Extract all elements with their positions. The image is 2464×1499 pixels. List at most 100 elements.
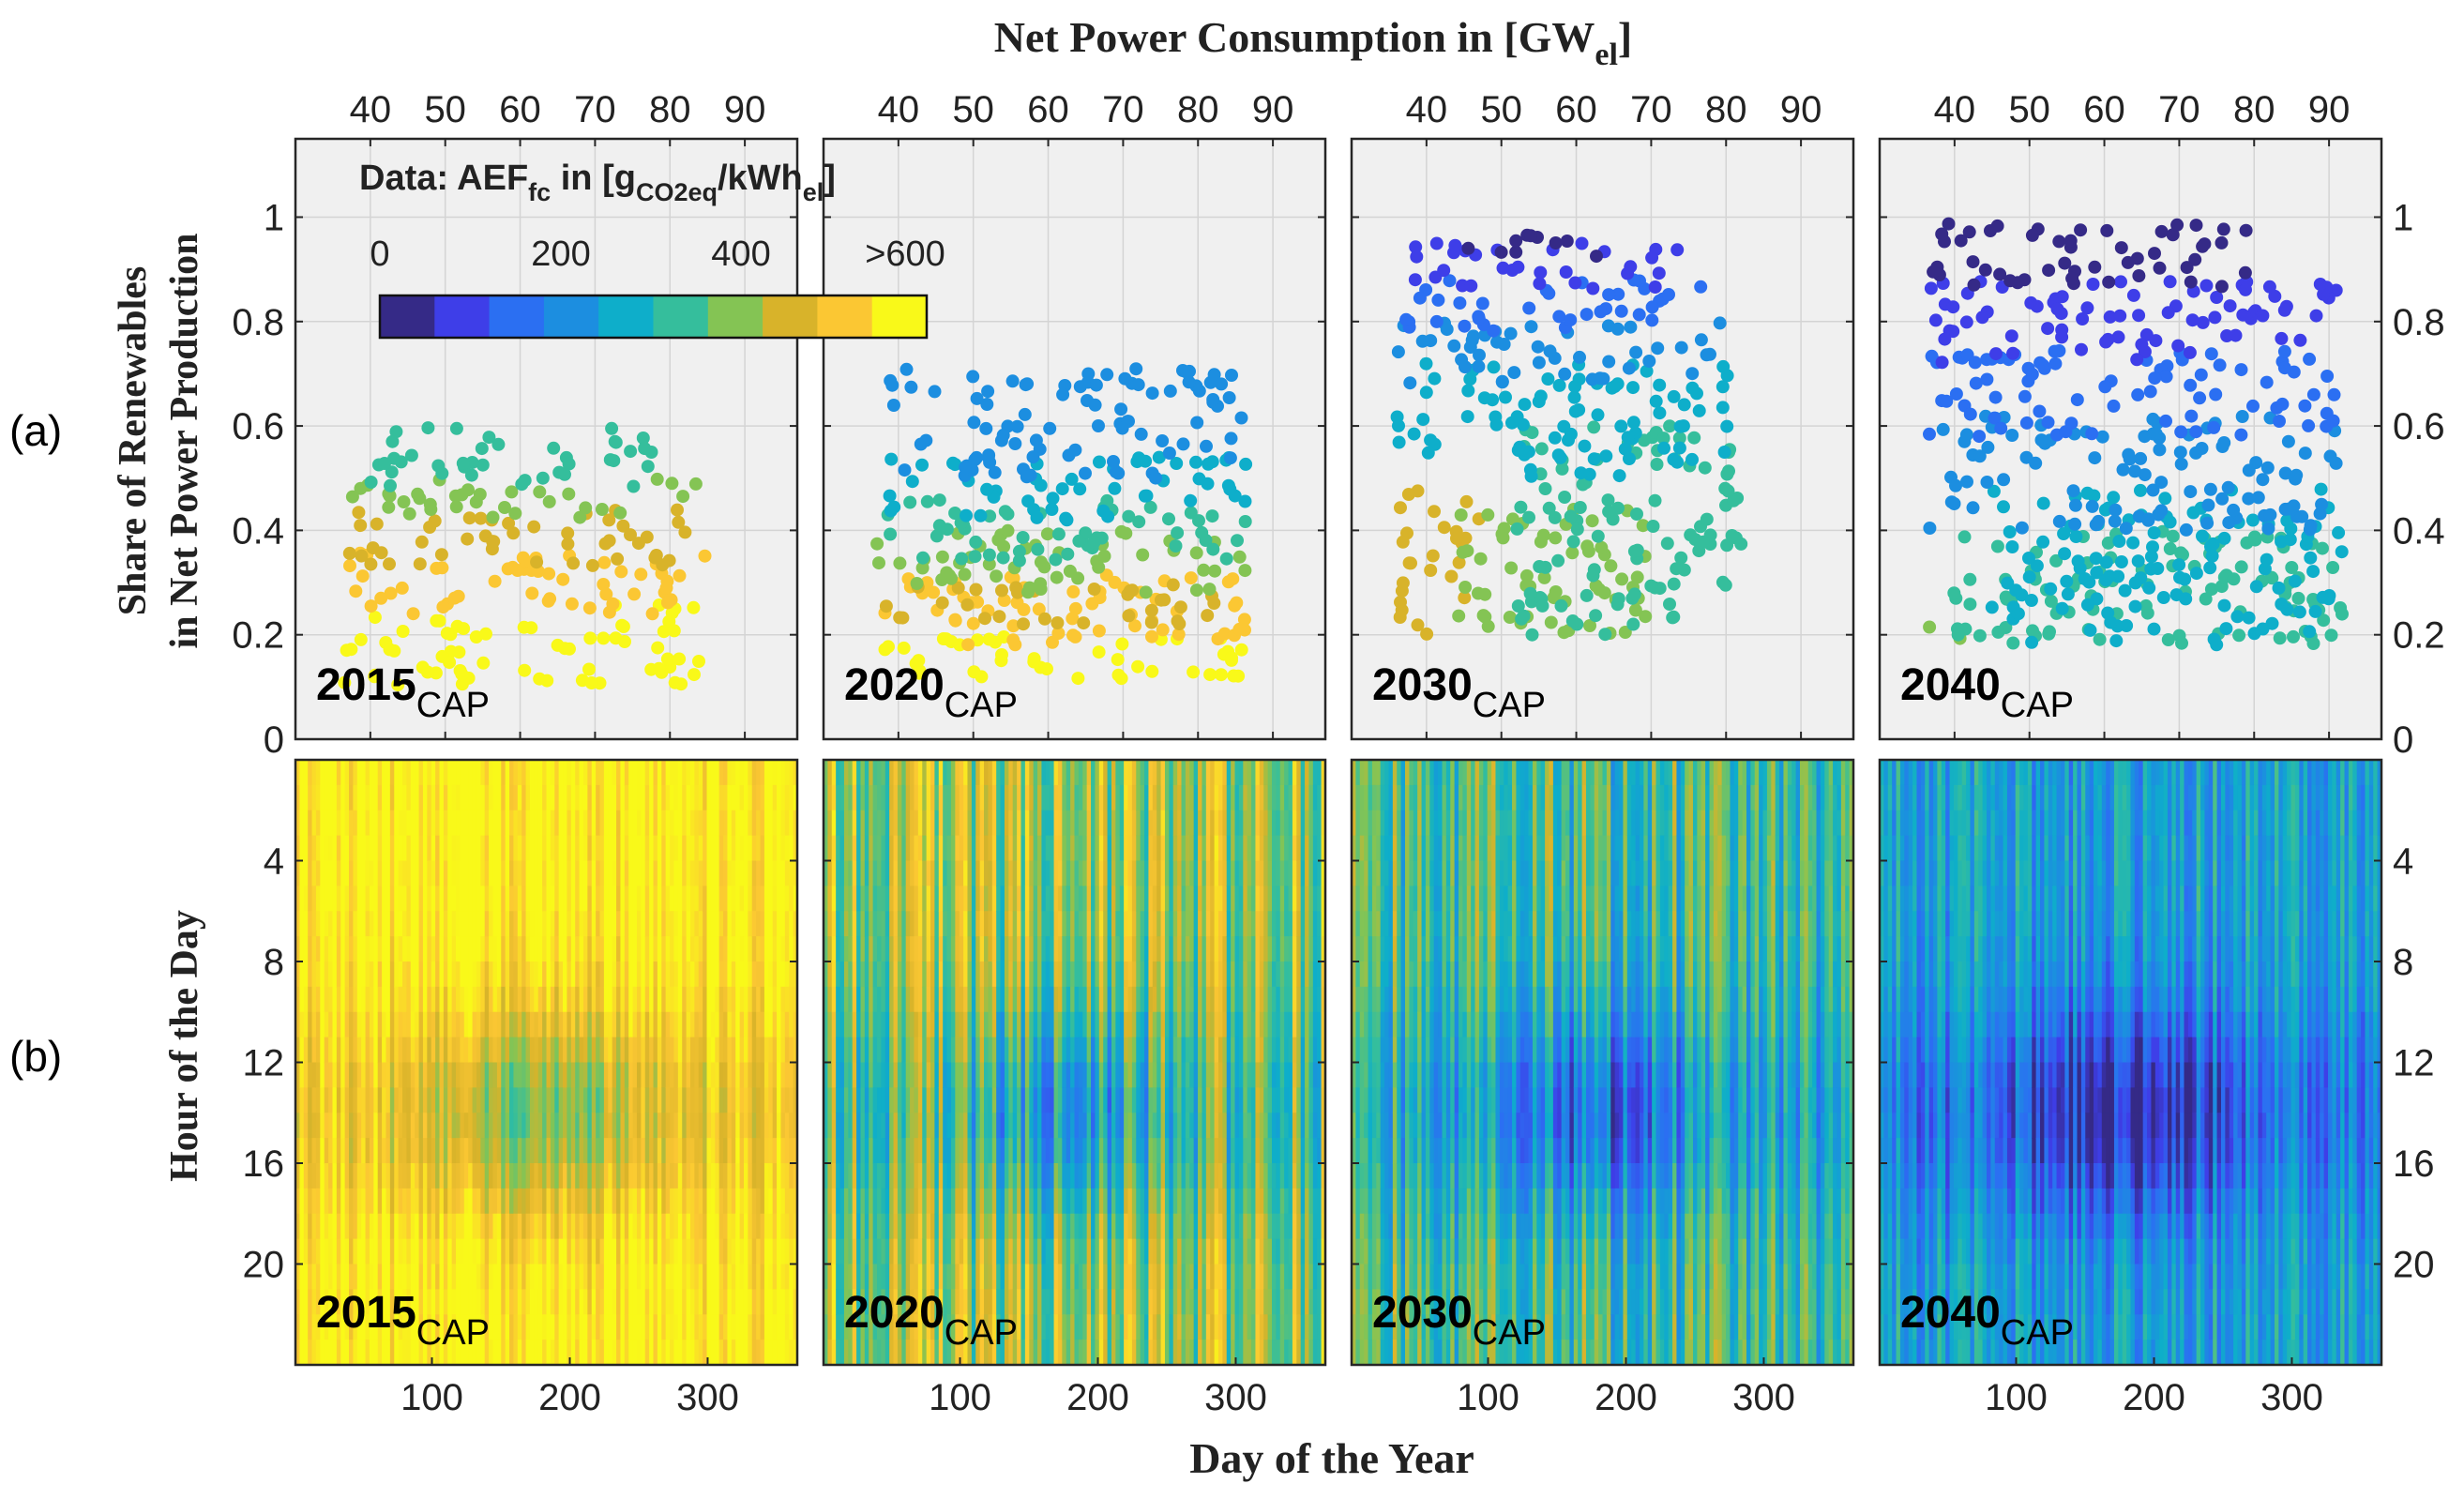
scatter-point <box>1524 320 1538 334</box>
heatmap-cell <box>706 1188 712 1215</box>
heatmap-cell <box>340 1163 346 1189</box>
scatter-point <box>479 627 492 641</box>
scatter-point <box>1390 410 1404 424</box>
heatmap-cell <box>311 860 317 886</box>
heatmap-cell <box>694 911 700 937</box>
scatter-point <box>1524 469 1538 483</box>
scatter-point <box>958 568 972 582</box>
heatmap-cell <box>579 986 584 1013</box>
scatter-point <box>1598 628 1612 642</box>
heatmap-cell <box>831 1188 837 1215</box>
heatmap-cell <box>768 1213 774 1240</box>
heatmap-cell <box>418 886 424 912</box>
heatmap-cell <box>632 760 638 786</box>
heatmap-cell <box>608 986 613 1013</box>
heatmap-cell <box>427 1011 432 1038</box>
heatmap-cell <box>751 1011 757 1038</box>
scatter-point <box>2277 344 2291 358</box>
heatmap-cell <box>537 1188 543 1215</box>
heatmap-cell <box>324 886 329 912</box>
heatmap-cell <box>784 1113 790 1139</box>
heatmap-cell <box>463 810 469 837</box>
heatmap-cell <box>579 1238 584 1265</box>
heatmap-cell <box>558 1289 564 1315</box>
heatmap-cell <box>336 1213 341 1240</box>
scatter-point <box>1990 539 2004 553</box>
scatter-point <box>1510 522 1524 536</box>
heatmap-cell <box>677 886 683 912</box>
heatmap-cell <box>558 1340 564 1366</box>
scatter-point <box>2242 492 2256 506</box>
scatter-point <box>579 501 593 515</box>
heatmap-cell <box>723 1011 729 1038</box>
heatmap-cell <box>686 911 691 937</box>
heatmap-cell <box>596 1138 601 1164</box>
heatmap-cell <box>299 1087 305 1113</box>
heatmap-cell <box>489 911 494 937</box>
x-tick-label-2020-80: 80 <box>1177 89 1219 130</box>
scatter-point <box>2015 521 2029 535</box>
heatmap-cell <box>435 1011 441 1038</box>
heatmap-cell <box>349 1138 354 1164</box>
scatter-point <box>1560 235 1574 248</box>
heatmap-cell <box>748 961 753 988</box>
heatmap-cell <box>492 1340 498 1366</box>
scatter-point <box>2146 412 2160 426</box>
heatmap-cell <box>860 1138 866 1164</box>
heatmap-cell <box>542 1062 548 1088</box>
heatmap-cell <box>644 986 650 1013</box>
scatter-point <box>2196 529 2209 543</box>
scatter-point <box>990 569 1004 583</box>
heatmap-cell <box>616 911 622 937</box>
heatmap-cell <box>599 1213 605 1240</box>
heatmap-cell <box>328 1062 334 1088</box>
heatmap-cell <box>513 961 519 988</box>
heatmap-cell <box>418 1138 424 1164</box>
heatmap-cell <box>522 860 527 886</box>
scatter-point <box>981 450 995 464</box>
heatmap-cell <box>852 886 857 912</box>
scatter-point <box>966 370 980 384</box>
x-tick-label-2040-80: 80 <box>2233 89 2275 130</box>
heatmap-cell <box>315 1138 321 1164</box>
heatmap-cell <box>673 1037 679 1064</box>
scatter-point <box>2217 598 2231 613</box>
scatter-point <box>1223 482 1237 496</box>
heatmap-cell <box>558 1011 564 1038</box>
scatter-point <box>1662 288 1675 301</box>
heatmap-cell <box>529 784 535 811</box>
heatmap-cell <box>686 860 691 886</box>
heatmap-cell <box>608 1289 613 1315</box>
heatmap-cell <box>537 1037 543 1064</box>
scatter-point <box>1973 430 1987 444</box>
scatter-point <box>1475 296 1489 310</box>
heatmap-cell <box>856 1113 862 1139</box>
heatmap-cell <box>710 1113 716 1139</box>
scatter-point <box>1523 586 1537 600</box>
heatmap-cell <box>694 1138 700 1164</box>
scatter-point <box>1077 616 1091 630</box>
heatmap-cell <box>620 911 626 937</box>
heatmap-cell <box>377 835 383 862</box>
heatmap-cell <box>612 1289 617 1315</box>
heatmap-cell <box>456 835 461 862</box>
heatmap-cell <box>349 1011 354 1038</box>
heatmap-cell <box>831 961 837 988</box>
heatmap-cell <box>856 1264 862 1290</box>
heatmap-cell <box>653 1163 658 1189</box>
heatmap-cell <box>299 860 305 886</box>
scatter-point <box>1396 576 1410 590</box>
scatter-point <box>498 501 511 514</box>
heatmap-cell <box>718 1289 724 1315</box>
left-axis-title-a-line1: Share of Renewables <box>112 266 155 616</box>
scatter-point <box>1944 495 1958 509</box>
heatmap-cell <box>377 1062 383 1088</box>
heatmap-cell <box>735 1340 741 1366</box>
heatmap-cell <box>554 1163 560 1189</box>
heatmap-cell <box>570 1188 576 1215</box>
heatmap-cell <box>382 1213 387 1240</box>
heatmap-cell <box>777 1037 782 1064</box>
scatter-point <box>648 551 662 565</box>
heatmap-cell <box>644 1340 650 1366</box>
heatmap-cell <box>435 936 441 962</box>
